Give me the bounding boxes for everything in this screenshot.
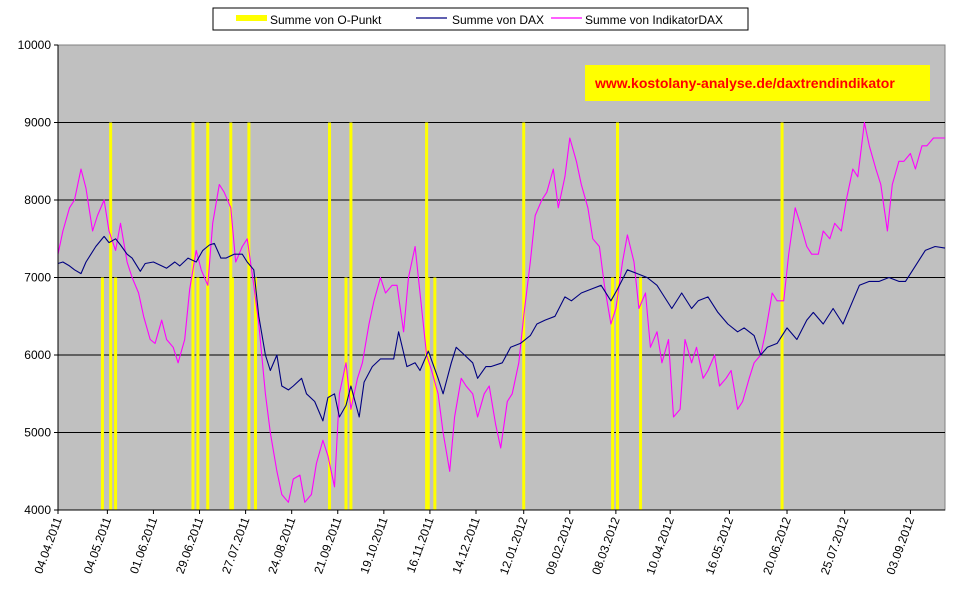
gridlines xyxy=(58,122,945,433)
legend-box xyxy=(212,7,749,31)
x-tick-label-08-03-2012: 08.03.2012 xyxy=(589,515,623,577)
x-tick-label-10-04-2012: 10.04.2012 xyxy=(643,515,677,577)
x-tick-label-03-09-2012: 03.09.2012 xyxy=(884,515,918,577)
x-tick-label-14-12-2011: 14.12.2011 xyxy=(449,515,483,576)
x-tick-label-16-05-2012: 16.05.2012 xyxy=(703,515,737,577)
y-tick-label-8000: 8000 xyxy=(24,193,51,207)
x-tick-label-04-04-2011: 04.04.2011 xyxy=(31,515,65,576)
o-punkt-bar-1 xyxy=(100,277,104,510)
x-tick-label-21-09-2011: 21.09.2011 xyxy=(311,515,345,576)
o-punkt-bar-15 xyxy=(426,277,430,510)
o-punkt-bar-20 xyxy=(639,277,643,510)
url-annotation-box xyxy=(585,65,930,101)
o-punkt-bar-3 xyxy=(114,277,118,510)
url-annotation-text: www.kostolany-analyse.de/daxtrendindikat… xyxy=(594,75,895,91)
x-axis: 04.04.2011 04.05.2011 01.06.2011 29.06.2011… xyxy=(31,509,945,577)
o-punkt-bar-2 xyxy=(109,122,113,510)
legend-swatch-o-punkt xyxy=(236,15,267,21)
y-axis: 4000 5000 6000 7000 8000 9000 10000 xyxy=(18,38,59,517)
indikator-dax-line xyxy=(57,121,945,503)
o-punkt-bar-18 xyxy=(611,277,615,510)
y-tick-label-6000: 6000 xyxy=(24,348,51,362)
o-punkt-bar-14 xyxy=(425,122,429,510)
o-punkt-bar-5 xyxy=(196,277,200,510)
o-punkt-bar-13 xyxy=(349,122,353,510)
url-annotation: www.kostolany-analyse.de/daxtrendindikat… xyxy=(585,65,930,101)
y-tick-label-4000: 4000 xyxy=(24,503,51,517)
x-tick-label-16-11-2011: 16.11.2011 xyxy=(404,515,437,575)
x-tick-label-25-07-2012: 25.07.2012 xyxy=(818,515,852,577)
x-tick-label-01-06-2011: 01.06.2011 xyxy=(127,515,161,576)
x-tick-label-19-10-2011: 19.10.2011 xyxy=(357,515,391,576)
y-tick-label-7000: 7000 xyxy=(24,271,51,285)
x-tick-label-12-01-2012: 12.01.2012 xyxy=(497,515,531,577)
x-tick-label-29-06-2011: 29.06.2011 xyxy=(173,515,207,576)
x-tick-label-24-08-2011: 24.08.2011 xyxy=(265,515,299,576)
o-punkt-bar-7 xyxy=(229,122,233,510)
o-punkt-bar-19 xyxy=(616,122,620,510)
x-tick-label-09-02-2012: 09.02.2012 xyxy=(543,515,577,577)
legend-label-indikator: Summe von IndikatorDAX xyxy=(585,13,723,27)
x-tick-label-04-05-2011: 04.05.2011 xyxy=(81,515,115,576)
line-series xyxy=(57,121,946,503)
o-punkt-bar-11 xyxy=(328,122,332,510)
o-punkt-bar-4 xyxy=(191,122,195,510)
y-tick-label-5000: 5000 xyxy=(24,426,51,440)
legend-label-o-punkt: Summe von O-Punkt xyxy=(270,13,382,27)
o-punkt-bar-12 xyxy=(344,277,348,510)
x-tick-label-20-06-2012: 20.06.2012 xyxy=(760,515,794,577)
y-tick-label-10000: 10000 xyxy=(18,38,52,52)
o-punkt-bar-10 xyxy=(253,277,257,510)
legend-label-dax: Summe von DAX xyxy=(452,13,544,27)
o-punkt-bar-16 xyxy=(433,277,437,510)
legend: Summe von O-Punkt Summe von DAX Summe vo… xyxy=(212,7,749,31)
o-punkt-bar-9 xyxy=(247,122,251,510)
o-punkt-bar-21 xyxy=(780,122,784,510)
y-tick-label-9000: 9000 xyxy=(24,116,51,130)
o-punkt-bar-8 xyxy=(230,277,234,510)
x-tick-label-27-07-2011: 27.07.2011 xyxy=(219,515,253,576)
o-punkt-bar-6 xyxy=(206,122,210,510)
dax-line xyxy=(57,235,946,422)
